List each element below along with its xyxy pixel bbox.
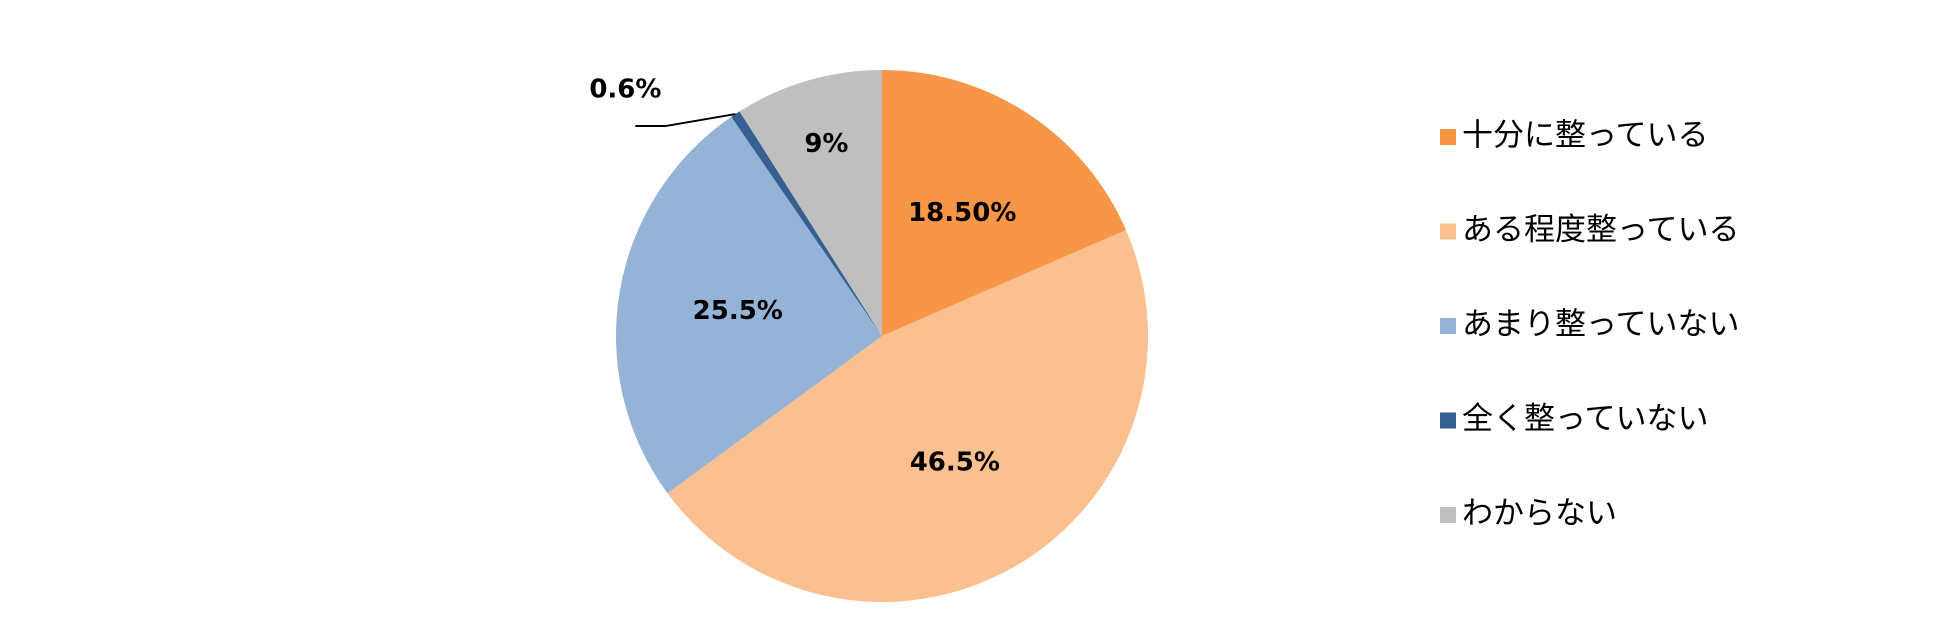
- pie-slice: [731, 111, 882, 336]
- data-label: 46.5%: [910, 447, 1000, 477]
- data-label: 25.5%: [693, 296, 783, 326]
- pie-slice: [667, 230, 1148, 602]
- legend-swatch: [1440, 507, 1456, 523]
- legend-label: 十分に整っている: [1462, 118, 1708, 154]
- pie-slice: [739, 70, 882, 336]
- legend-label: ある程度整っている: [1462, 212, 1739, 248]
- legend-swatch: [1440, 223, 1456, 240]
- legend-swatch: [1440, 318, 1456, 334]
- data-label: 9%: [804, 129, 848, 159]
- data-label: 0.6%: [589, 75, 661, 105]
- legend-swatch: [1440, 129, 1456, 145]
- legend-label: 全く整っていない: [1462, 401, 1708, 437]
- pie-slice: [615, 116, 882, 494]
- legend-label: わからない: [1462, 496, 1617, 532]
- pie-slice: [882, 70, 1126, 336]
- data-label: 18.50%: [908, 198, 1016, 228]
- legend-label: あまり整っていない: [1462, 307, 1739, 343]
- legend-swatch: [1440, 412, 1456, 429]
- leader-line: [635, 113, 736, 128]
